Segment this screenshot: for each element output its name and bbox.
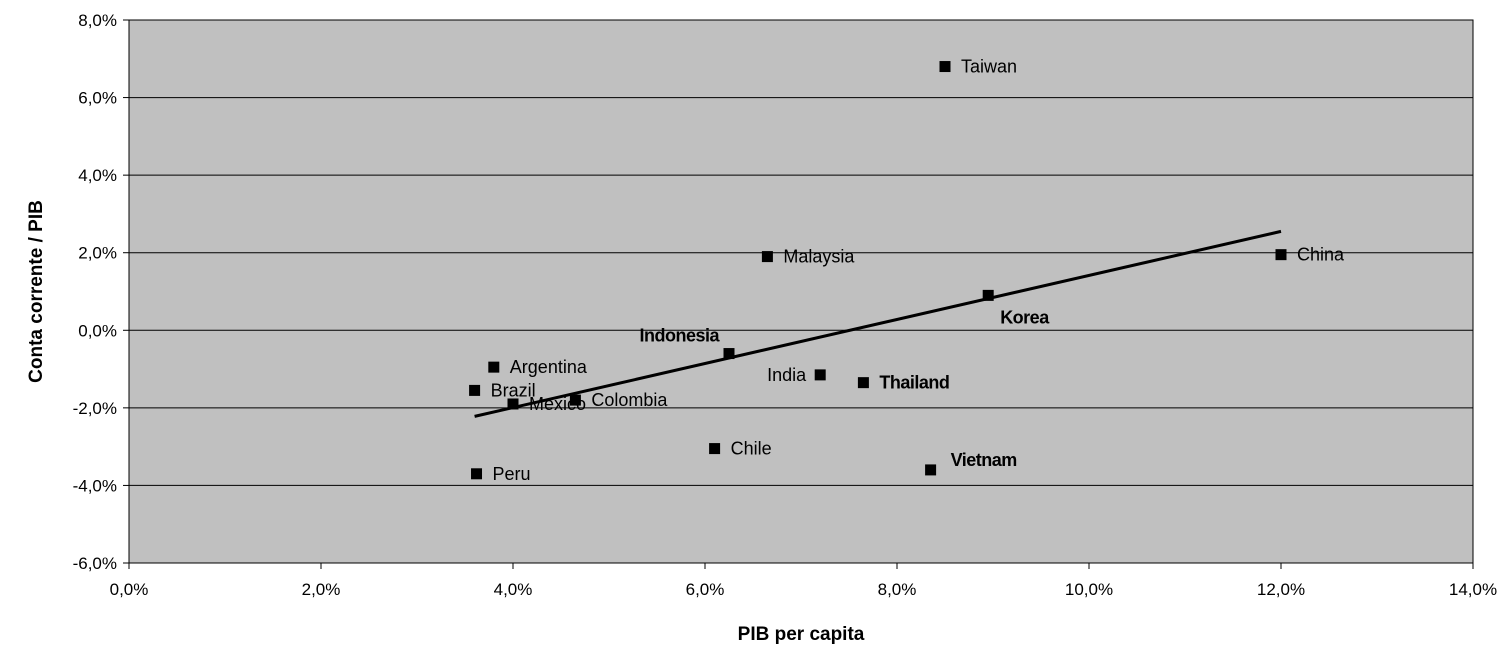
point-malaysia <box>761 251 773 263</box>
point-label-korea: Korea <box>1000 307 1050 327</box>
y-tick-label: -4,0% <box>73 476 117 495</box>
point-thailand <box>857 377 869 389</box>
x-tick-label: 14,0% <box>1449 580 1497 599</box>
y-tick-label: 4,0% <box>78 166 117 185</box>
point-india <box>814 369 826 381</box>
point-label-thailand: Thailand <box>879 373 949 393</box>
x-tick-label: 2,0% <box>302 580 341 599</box>
y-tick-label: -2,0% <box>73 399 117 418</box>
point-indonesia <box>723 348 735 360</box>
point-taiwan <box>939 61 951 73</box>
y-tick-label: -6,0% <box>73 554 117 573</box>
point-peru <box>471 468 483 480</box>
point-chile <box>709 443 721 455</box>
point-label-brazil: Brazil <box>491 380 536 400</box>
point-argentina <box>488 361 500 373</box>
point-korea <box>982 289 994 301</box>
point-label-colombia: Colombia <box>591 390 668 410</box>
y-axis-title: Conta corrente / PIB <box>26 200 47 383</box>
point-label-taiwan: Taiwan <box>961 57 1017 77</box>
point-label-argentina: Argentina <box>510 357 588 377</box>
trendline <box>474 229 1282 418</box>
point-china <box>1275 249 1287 261</box>
point-label-malaysia: Malaysia <box>783 247 855 267</box>
point-label-china: China <box>1297 245 1345 265</box>
point-vietnam <box>925 464 937 476</box>
x-tick-label: 10,0% <box>1065 580 1113 599</box>
point-label-indonesia: Indonesia <box>639 326 720 346</box>
y-axis-ticks: -6,0% -4,0% -2,0% 0,0% 2,0% 4,0% 6,0% 8,0% <box>73 11 129 573</box>
x-tick-label: 8,0% <box>878 580 917 599</box>
x-axis-ticks: 0,0% 2,0% 4,0% 6,0% 8,0% 10,0% 12,0% 14,0% <box>110 563 1497 599</box>
gridlines <box>129 97 1473 486</box>
point-mexico <box>507 398 519 410</box>
x-tick-label: 12,0% <box>1257 580 1305 599</box>
x-tick-label: 4,0% <box>494 580 533 599</box>
point-label-india: India <box>767 365 807 385</box>
x-axis-title: PIB per capita <box>738 624 865 645</box>
point-brazil <box>469 384 481 396</box>
x-tick-label: 0,0% <box>110 580 149 599</box>
point-label-peru: Peru <box>493 464 531 484</box>
y-tick-label: 0,0% <box>78 321 117 340</box>
plot-area <box>128 19 1474 564</box>
data-points: Taiwan Malaysia China Korea Indonesia Argenti… <box>469 57 1345 484</box>
y-tick-label: 2,0% <box>78 244 117 263</box>
point-colombia <box>569 394 581 406</box>
point-label-chile: Chile <box>731 439 772 459</box>
x-tick-label: 6,0% <box>686 580 725 599</box>
y-tick-label: 8,0% <box>78 11 117 30</box>
trendline-group <box>474 229 1282 418</box>
y-tick-label: 6,0% <box>78 89 117 108</box>
point-label-vietnam: Vietnam <box>951 450 1017 470</box>
